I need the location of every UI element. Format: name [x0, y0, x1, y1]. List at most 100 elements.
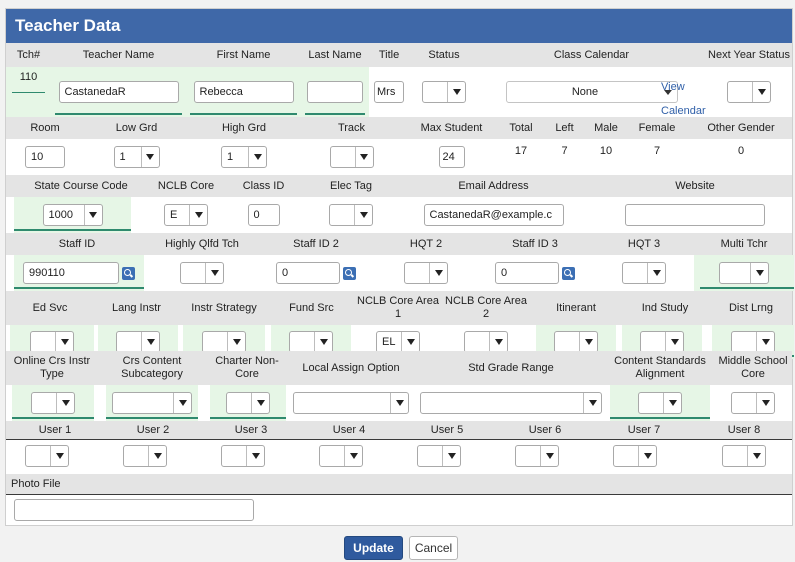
user-5-select[interactable]: [417, 445, 461, 467]
row6-header: Online Crs Instr Type Crs Content Subcat…: [6, 351, 792, 385]
header-email-address: Email Address: [458, 179, 529, 192]
row7-header: User 1 User 2 User 3 User 4 User 5 User …: [6, 421, 792, 439]
crs-content-select[interactable]: [112, 392, 192, 414]
user-3-select[interactable]: [221, 445, 265, 467]
header-state-course-code: State Course Code: [34, 179, 128, 192]
max-student-input[interactable]: [438, 146, 465, 168]
track-select[interactable]: [329, 146, 374, 168]
charter-non-core-select[interactable]: [226, 392, 270, 414]
nclb-core-select[interactable]: E: [164, 204, 208, 226]
crs-content-cell: [106, 385, 198, 421]
nclb-core-area-1-select[interactable]: EL: [376, 331, 420, 353]
class-id-input[interactable]: [247, 204, 280, 226]
user-4-select[interactable]: [319, 445, 363, 467]
photo-file-input[interactable]: [14, 499, 254, 521]
class-calendar-select[interactable]: None: [505, 81, 678, 103]
cancel-button[interactable]: Cancel: [409, 536, 458, 560]
title-input[interactable]: [374, 81, 404, 103]
multi-tchr-underline: [700, 287, 794, 289]
middle-school-core-select[interactable]: [731, 392, 775, 414]
nclb-core-area-2-select[interactable]: [464, 331, 508, 353]
elec-tag-select[interactable]: [329, 204, 373, 226]
next-year-status-select[interactable]: [727, 81, 771, 103]
update-button[interactable]: Update: [344, 536, 403, 560]
teacher-name-underline: [55, 113, 182, 115]
last-name-cell: [301, 67, 369, 117]
header-staff-id-2: Staff ID 2: [293, 237, 339, 250]
content-standards-select[interactable]: [638, 392, 682, 414]
other-gender-value: 0: [737, 145, 745, 157]
user-7-select[interactable]: [613, 445, 657, 467]
staff-id-3-cell: [476, 255, 594, 291]
staff-id-input[interactable]: [23, 262, 119, 284]
room-cell: [6, 139, 84, 175]
user-8-cell: [694, 440, 794, 472]
user-8-select[interactable]: [722, 445, 766, 467]
hqt-3-cell: [594, 255, 694, 291]
ed-svc-select[interactable]: [30, 331, 74, 353]
chevron-down-icon: [227, 332, 245, 352]
email-input[interactable]: [423, 204, 564, 226]
header-user-1: User 1: [38, 423, 72, 436]
nclb-core-cell: E: [156, 197, 216, 233]
lang-instr-select[interactable]: [116, 331, 160, 353]
search-icon[interactable]: [562, 266, 575, 280]
user-7-cell: [594, 440, 676, 472]
row3-values: 1000 E: [6, 197, 792, 233]
header-left: Left: [555, 121, 574, 134]
fund-src-select[interactable]: [289, 331, 333, 353]
first-name-input[interactable]: [193, 81, 294, 103]
local-assign-select[interactable]: [293, 392, 409, 414]
low-grd-select[interactable]: 1: [113, 146, 160, 168]
last-name-input[interactable]: [307, 81, 363, 103]
ind-study-select[interactable]: [640, 331, 684, 353]
user-6-select[interactable]: [515, 445, 559, 467]
header-user-4: User 4: [332, 423, 366, 436]
multi-tchr-select[interactable]: [719, 262, 769, 284]
teacher-name-cell: [51, 67, 186, 117]
header-other-gender: Other Gender: [707, 121, 775, 134]
user-1-select[interactable]: [25, 445, 69, 467]
title-cell: [369, 67, 409, 117]
header-ind-study: Ind Study: [641, 301, 689, 314]
state-course-code-select[interactable]: 1000: [42, 204, 103, 226]
header-track: Track: [337, 121, 366, 134]
header-tch-num: Tch#: [16, 48, 41, 61]
search-icon[interactable]: [122, 266, 135, 280]
first-name-cell: [186, 67, 301, 117]
instr-strategy-select[interactable]: [202, 331, 246, 353]
header-content-standards-alignment: Content Standards Alignment: [614, 355, 706, 380]
male-cell: 10: [586, 139, 626, 175]
user-2-select[interactable]: [123, 445, 167, 467]
row2-values: 1 1 17 7 10 7 0: [6, 139, 792, 175]
content-standards-cell: [610, 385, 710, 421]
hqt-2-select[interactable]: [404, 262, 448, 284]
high-grd-select[interactable]: 1: [221, 146, 267, 168]
chevron-down-icon: [354, 205, 372, 225]
std-grade-range-select[interactable]: [420, 392, 602, 414]
dist-lrng-select[interactable]: [731, 331, 775, 353]
class-id-cell: [216, 197, 311, 233]
chevron-down-icon: [638, 446, 656, 466]
teacher-name-input[interactable]: [58, 81, 179, 103]
search-icon[interactable]: [343, 266, 356, 280]
staff-id-3-input[interactable]: [495, 262, 559, 284]
online-crs-select[interactable]: [31, 392, 75, 414]
header-male: Male: [594, 121, 618, 134]
staff-id-2-input[interactable]: [276, 262, 340, 284]
crs-content-underline: [106, 417, 198, 419]
hqt-3-select[interactable]: [622, 262, 666, 284]
state-course-code-cell: 1000: [14, 197, 131, 233]
male-value: 10: [599, 145, 613, 157]
status-select[interactable]: [422, 81, 466, 103]
itinerant-select[interactable]: [554, 331, 598, 353]
header-nclb-core: NCLB Core: [157, 179, 215, 192]
header-user-7: User 7: [627, 423, 661, 436]
chevron-down-icon: [390, 393, 408, 413]
highly-qlfd-select[interactable]: [180, 262, 224, 284]
view-calendar-link[interactable]: View Calendar: [661, 81, 706, 117]
website-input[interactable]: [625, 204, 765, 226]
total-cell: 17: [499, 139, 543, 175]
header-user-2: User 2: [136, 423, 170, 436]
room-input[interactable]: [25, 146, 65, 168]
